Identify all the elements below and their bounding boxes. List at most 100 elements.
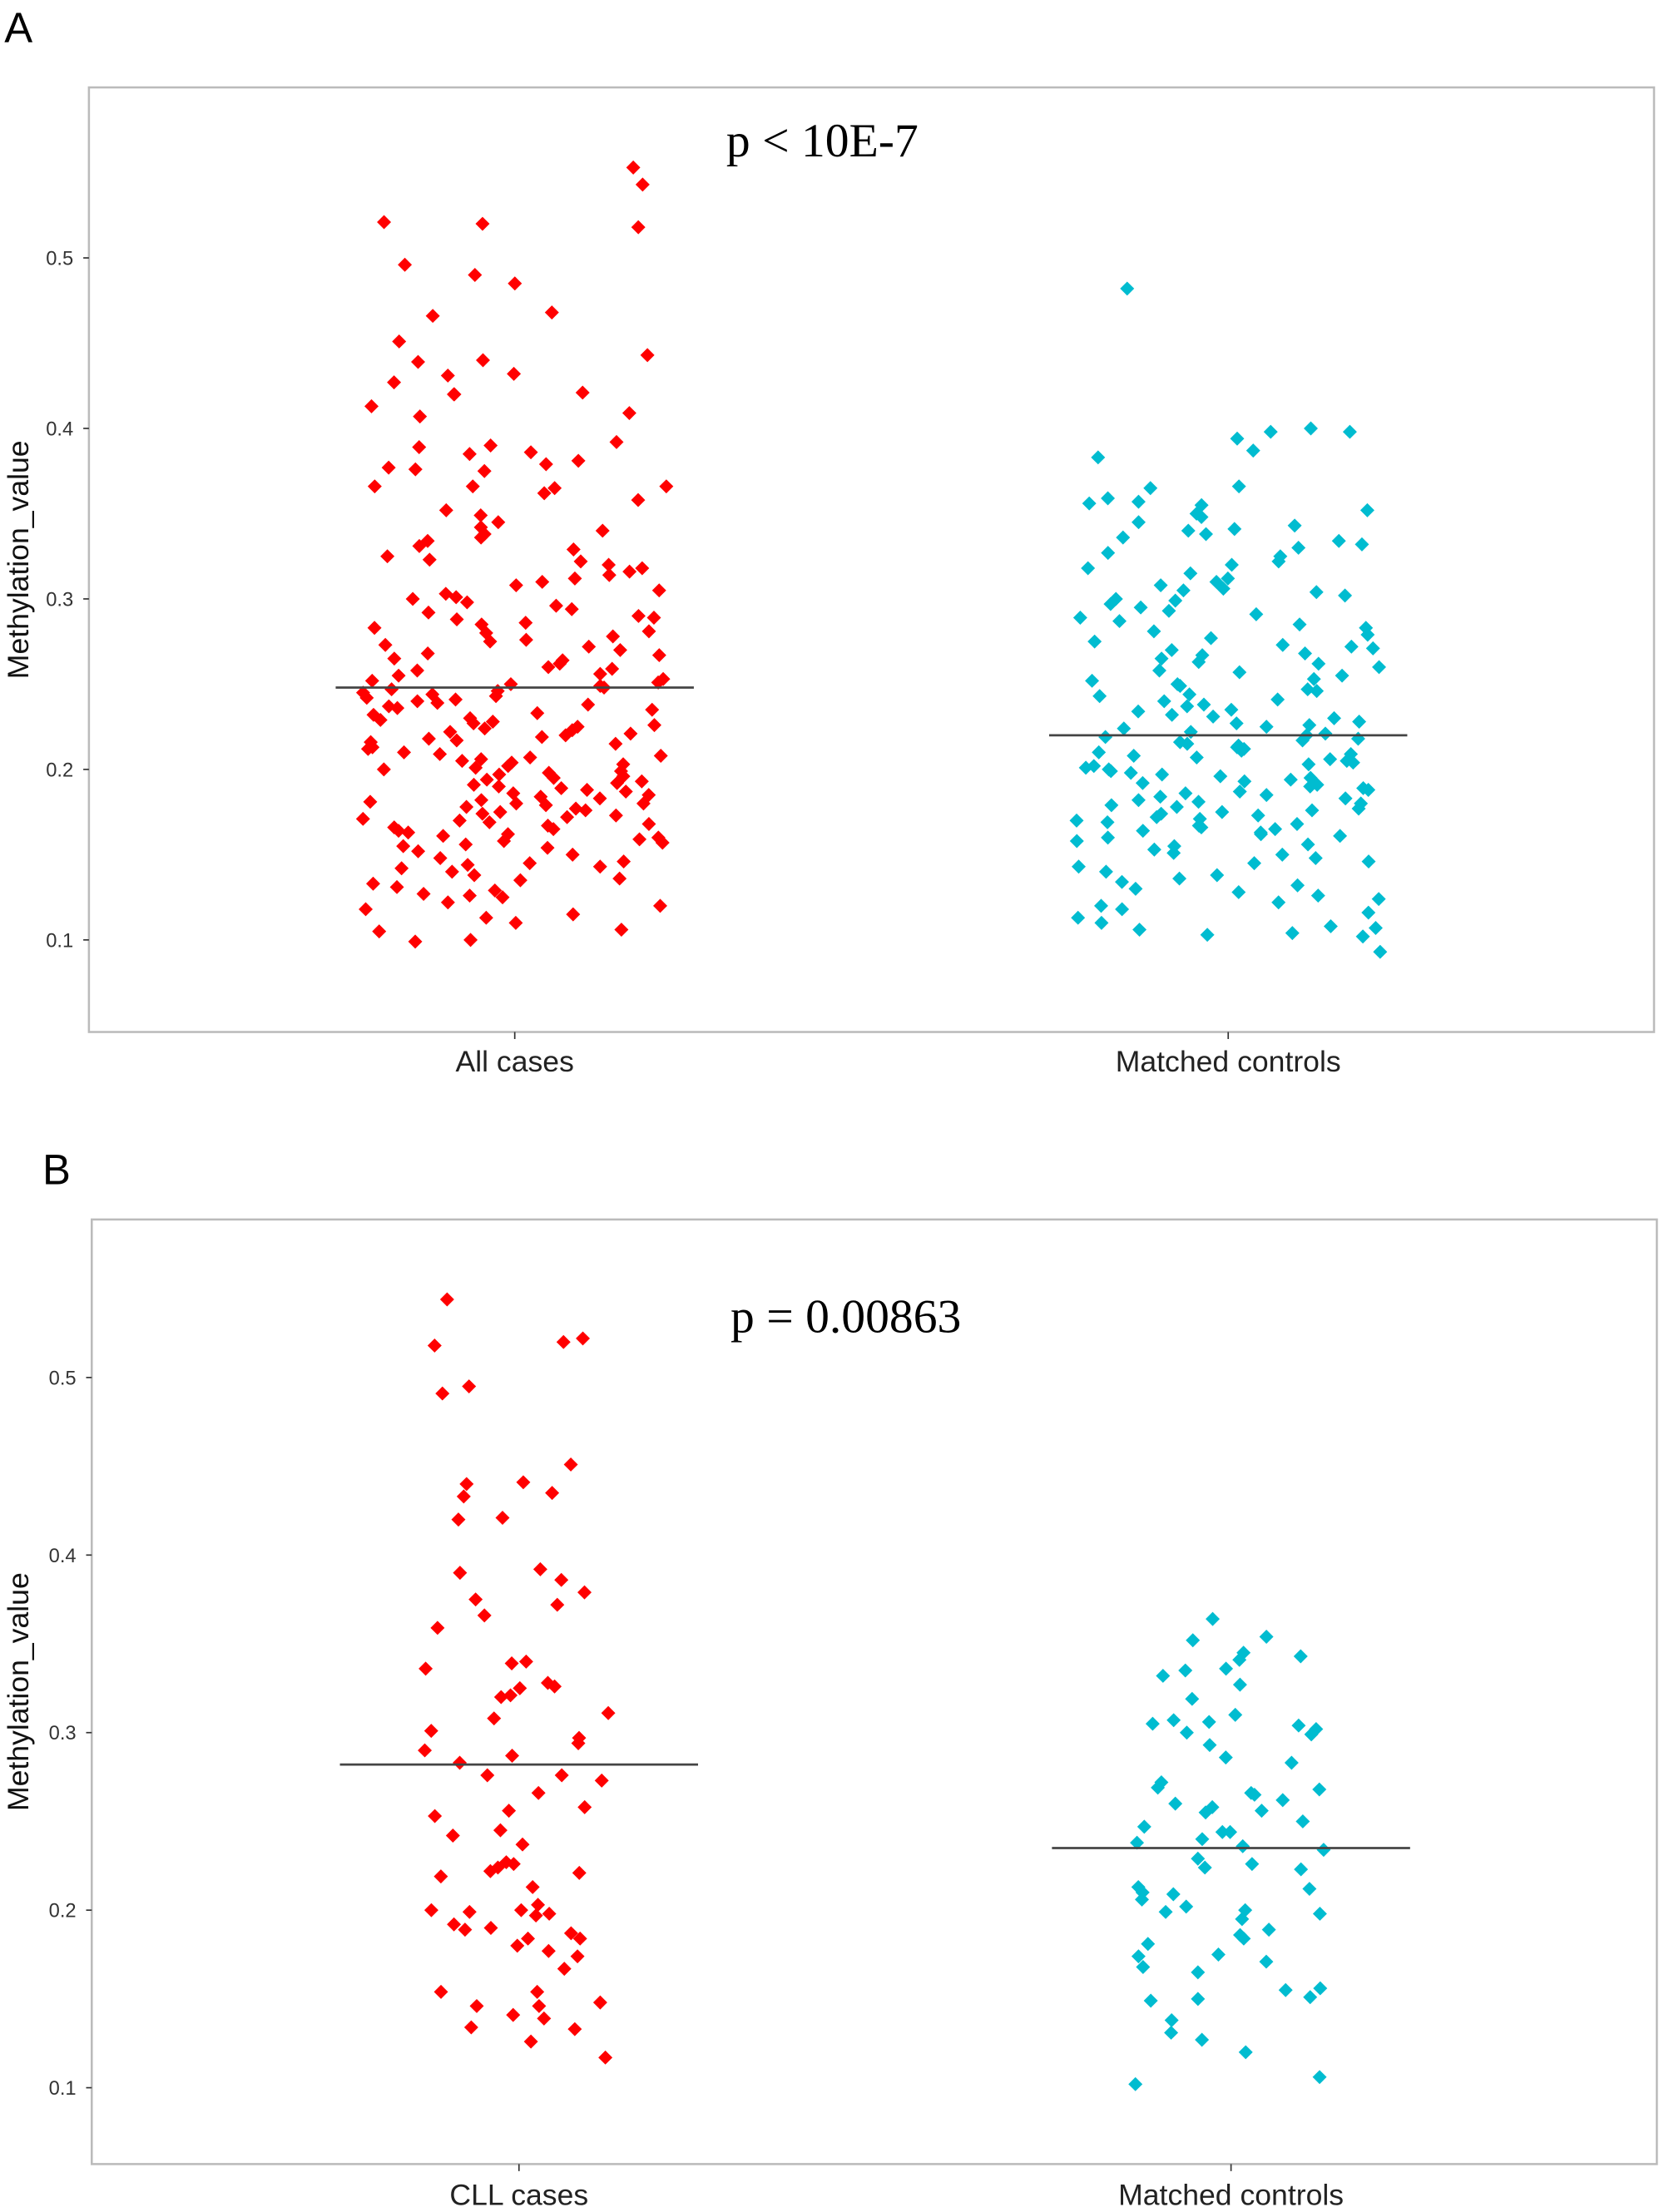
data-point xyxy=(641,624,656,639)
data-point xyxy=(1131,704,1146,719)
data-point xyxy=(1166,1887,1181,1902)
data-point xyxy=(1149,809,1164,824)
data-point xyxy=(480,1768,495,1783)
data-point xyxy=(525,1879,540,1894)
data-point xyxy=(608,808,623,823)
data-point xyxy=(1082,496,1097,511)
data-point xyxy=(1215,804,1230,819)
data-point xyxy=(606,629,621,644)
data-point xyxy=(1351,801,1366,816)
data-point xyxy=(564,601,579,616)
data-point xyxy=(359,902,374,917)
data-point xyxy=(1333,829,1348,844)
data-point xyxy=(1310,684,1325,699)
data-point xyxy=(554,1572,569,1587)
data-point xyxy=(563,1926,578,1941)
data-point xyxy=(418,1661,433,1676)
data-point xyxy=(1259,1630,1274,1644)
data-point xyxy=(1101,546,1116,561)
data-point xyxy=(425,309,440,324)
data-point xyxy=(1246,443,1260,458)
data-point xyxy=(1291,540,1306,555)
data-point xyxy=(488,883,503,898)
data-point xyxy=(1204,631,1218,646)
data-point xyxy=(556,1334,571,1349)
data-point xyxy=(1117,721,1132,736)
data-point xyxy=(418,1743,433,1758)
data-point xyxy=(1231,479,1246,494)
panel-a: A p < 10E-7 Methylation_value 0.1 0.2 0.… xyxy=(2,4,1656,1078)
data-point xyxy=(1191,794,1206,809)
data-point xyxy=(1132,923,1147,938)
data-point xyxy=(1131,494,1146,509)
data-point xyxy=(1302,718,1317,733)
data-point xyxy=(1275,847,1290,862)
y-tick-label: 0.3 xyxy=(46,589,73,611)
data-point xyxy=(1152,663,1166,678)
data-point xyxy=(476,353,490,368)
data-point xyxy=(453,1755,468,1770)
data-point xyxy=(1254,827,1269,842)
plot-frame xyxy=(91,1218,1658,2165)
data-point xyxy=(506,786,521,801)
data-point xyxy=(483,1921,498,1935)
data-point xyxy=(1101,830,1116,845)
data-point xyxy=(506,2007,521,2022)
data-point xyxy=(423,1724,438,1739)
data-point xyxy=(445,1828,460,1843)
data-point xyxy=(1323,752,1338,767)
data-point xyxy=(626,160,641,175)
data-point xyxy=(1200,928,1215,943)
data-point xyxy=(463,888,477,903)
data-point xyxy=(1196,697,1211,712)
data-point xyxy=(467,777,481,792)
data-points xyxy=(83,160,1408,1040)
data-point xyxy=(1161,603,1176,618)
data-point xyxy=(1195,1832,1210,1847)
data-point xyxy=(635,177,650,192)
data-point xyxy=(479,772,494,787)
data-point xyxy=(1087,634,1102,649)
data-point xyxy=(1302,1882,1317,1897)
data-point xyxy=(565,847,580,862)
data-point xyxy=(462,1904,477,1919)
data-point xyxy=(502,1804,517,1819)
data-point xyxy=(468,268,483,282)
y-tick-labels: 0.1 0.2 0.3 0.4 0.5 xyxy=(49,1368,77,2100)
data-point xyxy=(1221,571,1236,586)
data-point xyxy=(1300,682,1315,697)
data-point xyxy=(1338,588,1353,603)
data-point xyxy=(516,1475,531,1490)
data-point xyxy=(1268,822,1283,837)
data-point xyxy=(594,1773,609,1788)
data-point xyxy=(449,612,464,627)
data-point xyxy=(454,754,469,769)
data-point xyxy=(1275,637,1290,652)
data-point xyxy=(532,1561,547,1576)
data-point xyxy=(622,564,637,579)
data-point xyxy=(380,549,395,564)
data-point xyxy=(1141,1937,1156,1952)
data-point xyxy=(631,220,646,235)
data-point xyxy=(495,1511,510,1525)
data-point xyxy=(1182,687,1197,702)
data-point xyxy=(1270,692,1285,707)
data-point xyxy=(505,1749,520,1763)
data-point xyxy=(477,1608,492,1623)
data-point xyxy=(546,822,561,837)
data-point xyxy=(1143,481,1158,496)
data-point xyxy=(1245,1857,1260,1872)
data-point xyxy=(1254,1804,1269,1819)
data-point xyxy=(1131,1949,1146,1964)
data-point xyxy=(538,457,553,472)
data-point xyxy=(1178,786,1193,801)
data-point xyxy=(1323,918,1338,933)
p-value-annotation: p = 0.00863 xyxy=(730,1291,961,1344)
data-point xyxy=(438,502,453,517)
data-point xyxy=(391,824,406,839)
data-point xyxy=(492,767,507,782)
data-point xyxy=(582,639,597,654)
x-category-label: Matched controls xyxy=(1118,2179,1344,2212)
data-point xyxy=(493,1690,508,1705)
data-point xyxy=(1232,665,1247,680)
